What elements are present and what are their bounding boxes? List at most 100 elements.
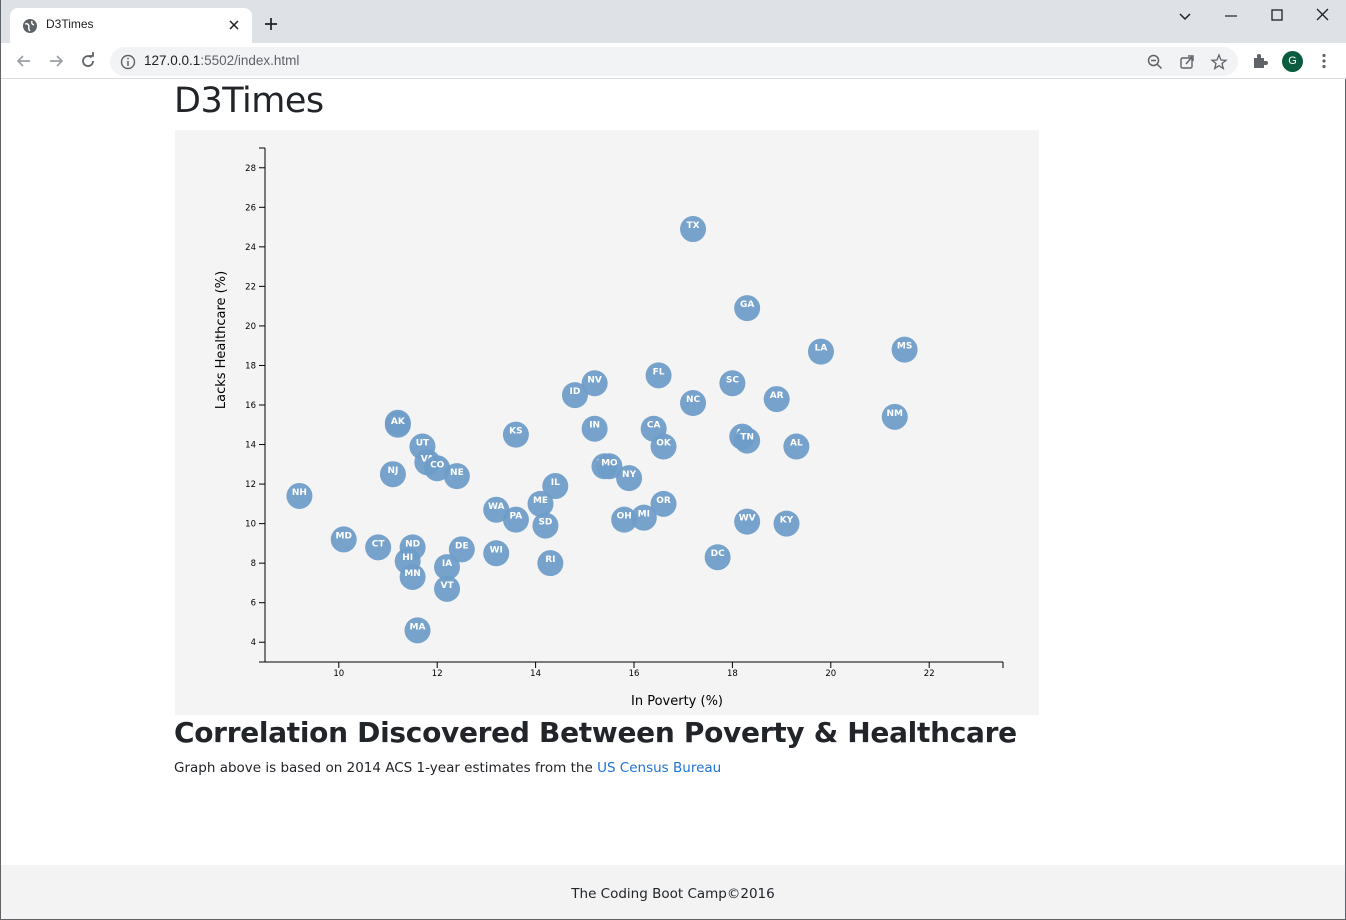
state-circle[interactable] <box>434 575 461 602</box>
state-circle[interactable] <box>596 453 623 480</box>
state-point-vt[interactable]: VT <box>434 575 461 602</box>
state-circle[interactable] <box>286 482 313 509</box>
state-point-nv[interactable]: NV <box>581 370 608 397</box>
state-point-ar[interactable]: AR <box>763 386 790 413</box>
state-point-ri[interactable]: RI <box>537 550 564 577</box>
state-point-ma[interactable]: MA <box>404 617 431 644</box>
reload-icon[interactable] <box>78 51 98 71</box>
state-point-nc[interactable]: NC <box>680 390 707 417</box>
maximize-icon[interactable] <box>1266 5 1288 27</box>
state-point-pa[interactable]: PA <box>502 506 529 533</box>
x-axis-label[interactable]: In Poverty (%) <box>631 694 723 709</box>
state-point-ct[interactable]: CT <box>365 534 392 561</box>
state-point-nm[interactable]: NM <box>881 403 908 430</box>
state-point-fl[interactable]: FL <box>645 362 672 389</box>
state-circle[interactable] <box>734 427 761 454</box>
extensions-icon[interactable] <box>1251 52 1269 70</box>
state-point-id[interactable]: ID <box>561 382 588 409</box>
state-circle[interactable] <box>734 508 761 535</box>
state-point-ky[interactable]: KY <box>773 510 800 537</box>
state-circle[interactable] <box>680 216 707 243</box>
address-bar[interactable]: 127.0.0.1:5502/index.html <box>110 47 1238 76</box>
state-circle[interactable] <box>537 550 564 577</box>
state-circle[interactable] <box>783 433 810 460</box>
state-point-dc[interactable]: DC <box>704 544 731 571</box>
state-point-wa[interactable]: WA <box>483 496 510 523</box>
state-point-ks[interactable]: KS <box>502 421 529 448</box>
state-point-or[interactable]: OR <box>650 490 677 517</box>
state-circle[interactable] <box>734 295 761 322</box>
zoom-icon[interactable] <box>1146 53 1164 71</box>
state-point-al[interactable]: AL <box>783 433 810 460</box>
state-point-nj[interactable]: NJ <box>379 461 406 488</box>
state-point-md[interactable]: MD <box>330 526 357 553</box>
state-point-de[interactable]: DE <box>448 536 475 563</box>
state-circle[interactable] <box>527 490 554 517</box>
state-circle[interactable] <box>542 473 569 500</box>
state-point-oh[interactable]: OH <box>611 506 638 533</box>
state-circle[interactable] <box>502 421 529 448</box>
state-point-sd[interactable]: SD <box>532 512 559 539</box>
state-circle[interactable] <box>384 411 411 438</box>
state-point-il[interactable]: IL <box>542 473 569 500</box>
minimize-icon[interactable] <box>1220 5 1242 27</box>
state-circle[interactable] <box>581 370 608 397</box>
state-point-in[interactable]: IN <box>581 415 608 442</box>
state-circle[interactable] <box>581 415 608 442</box>
state-circle[interactable] <box>807 338 834 365</box>
state-circle[interactable] <box>379 461 406 488</box>
state-point-la[interactable]: LA <box>807 338 834 365</box>
state-circle[interactable] <box>502 506 529 533</box>
state-circle[interactable] <box>532 512 559 539</box>
state-circle[interactable] <box>773 510 800 537</box>
census-bureau-link[interactable]: US Census Bureau <box>597 760 722 776</box>
state-point-mi[interactable]: MI <box>630 504 657 531</box>
menu-kebab-icon[interactable] <box>1315 52 1333 70</box>
state-point-ms[interactable]: MS <box>891 336 918 363</box>
state-circle[interactable] <box>365 534 392 561</box>
state-point-ak[interactable]: AK <box>384 411 411 438</box>
profile-avatar[interactable]: G <box>1282 51 1303 72</box>
state-circle[interactable] <box>650 490 677 517</box>
state-circle[interactable] <box>404 617 431 644</box>
url-text[interactable]: 127.0.0.1:5502/index.html <box>144 53 299 68</box>
state-point-tx[interactable]: TX <box>680 216 707 243</box>
state-point-wv[interactable]: WV <box>734 508 761 535</box>
state-circle[interactable] <box>630 504 657 531</box>
tab-search-icon[interactable] <box>1174 5 1196 27</box>
state-circle[interactable] <box>561 382 588 409</box>
state-circle[interactable] <box>616 465 643 492</box>
state-circle[interactable] <box>719 370 746 397</box>
state-circle[interactable] <box>891 336 918 363</box>
state-circle[interactable] <box>434 554 461 581</box>
state-point-ok[interactable]: OK <box>650 433 677 460</box>
state-circle[interactable] <box>680 390 707 417</box>
site-info-icon[interactable] <box>119 53 137 71</box>
state-point-sc[interactable]: SC <box>719 370 746 397</box>
state-point-mn[interactable]: MN <box>399 563 426 590</box>
close-icon[interactable] <box>226 17 242 33</box>
state-point-mo[interactable]: MO <box>596 453 623 480</box>
state-point-me[interactable]: ME <box>527 490 554 517</box>
state-point-ga[interactable]: GA <box>734 295 761 322</box>
state-circle[interactable] <box>881 403 908 430</box>
state-point-tn[interactable]: TN <box>734 427 761 454</box>
state-point-co[interactable]: CO <box>424 455 451 482</box>
bookmark-star-icon[interactable] <box>1210 53 1228 71</box>
state-circle[interactable] <box>424 455 451 482</box>
state-circle[interactable] <box>611 506 638 533</box>
state-circle[interactable] <box>483 540 510 567</box>
close-window-icon[interactable] <box>1312 5 1334 27</box>
state-circle[interactable] <box>704 544 731 571</box>
state-point-ia[interactable]: IA <box>434 554 461 581</box>
forward-icon[interactable] <box>46 51 66 71</box>
tab-d3times[interactable]: D3Times <box>10 8 252 43</box>
back-icon[interactable] <box>14 51 34 71</box>
y-axis-label[interactable]: Lacks Healthcare (%) <box>214 271 229 409</box>
new-tab-icon[interactable] <box>263 16 279 32</box>
state-circle[interactable] <box>443 463 470 490</box>
state-point-ny[interactable]: NY <box>616 465 643 492</box>
state-circle[interactable] <box>399 563 426 590</box>
state-point-ne[interactable]: NE <box>443 463 470 490</box>
state-circle[interactable] <box>650 433 677 460</box>
